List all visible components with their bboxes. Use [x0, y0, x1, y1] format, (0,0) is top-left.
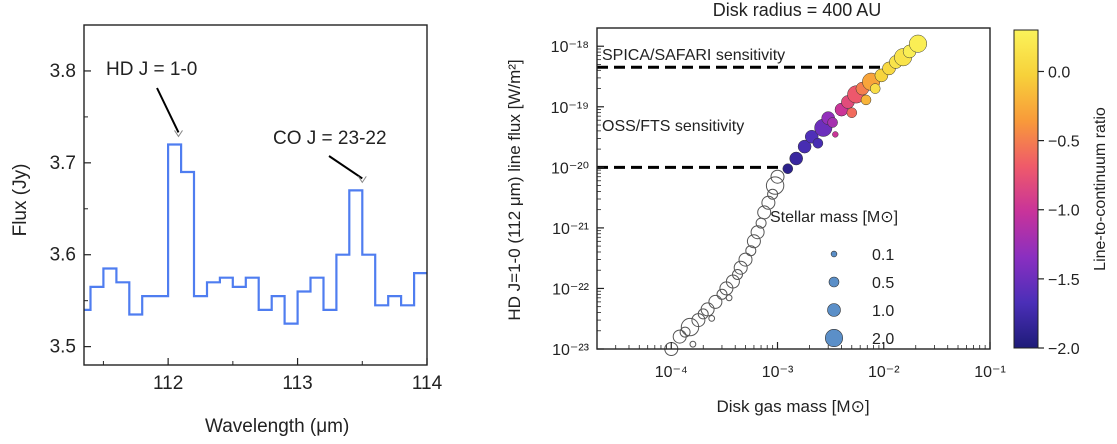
scatter-point	[746, 234, 761, 249]
sensitivity-thresholds: SPICA/SAFARI sensitivity OSS/FTS sensitiv…	[597, 47, 896, 169]
scatter-point	[716, 288, 728, 300]
scatter-point	[680, 317, 700, 337]
scatter-y-tick-label: 10⁻²³	[552, 342, 590, 359]
spectrum-panel: HD J = 1-0 CO J = 23-22 112 113 114 3.5 3.6 3.…	[10, 24, 443, 437]
spectrum-y-axis-label: Flux (Jy)	[10, 164, 31, 237]
scatter-point	[860, 94, 872, 106]
scatter-point	[732, 269, 743, 280]
annotation-arrowhead	[357, 176, 367, 184]
colorbar-tick-label: −0.5	[1048, 134, 1080, 151]
colorbar-tick-label: 0.0	[1048, 64, 1070, 81]
size-legend-marker	[827, 303, 841, 317]
scatter-title: Disk radius = 400 AU	[713, 0, 882, 20]
size-legend-marker	[824, 328, 843, 347]
scatter-x-tick-label: 10⁻¹	[974, 364, 1006, 381]
scatter-y-tick-label: 10⁻¹⁹	[551, 100, 589, 117]
scatter-frame	[596, 27, 991, 350]
colorbar-ticks: 0.0 −0.5 −1.0 −1.5 −2.0	[1038, 64, 1080, 358]
spectrum-y-tick-label: 3.7	[50, 153, 76, 174]
scatter-point	[679, 326, 691, 338]
colorbar-label: Line-to-continuum ratio	[1092, 107, 1109, 271]
line-annotations: HD J = 1-0 CO J = 23-22	[106, 59, 387, 184]
spectrum-frame	[83, 24, 428, 366]
scatter-point	[812, 137, 824, 149]
scatter-point	[738, 252, 753, 267]
annotation-arrow	[156, 87, 180, 133]
size-legend-marker	[830, 250, 838, 258]
scatter-point	[708, 315, 716, 322]
annotation-arrowhead	[174, 130, 183, 138]
spectrum-y-tick-label: 3.5	[50, 337, 76, 358]
spectrum-x-tick-label: 112	[153, 373, 183, 394]
scatter-x-tick-label: 10⁻⁴	[655, 364, 688, 381]
colorbar-tick-label: −1.5	[1048, 272, 1080, 289]
colorbar-tick-label: −1.0	[1048, 203, 1080, 220]
scatter-point	[869, 83, 881, 94]
spectrum-x-tick-label: 113	[282, 373, 312, 394]
scatter-point	[757, 205, 772, 220]
scatter-point	[733, 260, 748, 275]
scatter-ticks: 10⁻⁴ 10⁻³ 10⁻² 10⁻¹ 10⁻¹⁸ 10⁻¹⁹ 10⁻²⁰ 10⁻²¹ 10⁻²…	[551, 39, 1006, 381]
scatter-y-tick-label: 10⁻²²	[552, 281, 590, 298]
scatter-point	[697, 308, 709, 320]
scatter-point	[700, 302, 715, 317]
scatter-point	[846, 107, 858, 118]
scatter-x-axis-label: Disk gas mass [M⊙]	[716, 397, 869, 416]
spectrum-x-axis-label: Wavelength (μm)	[205, 416, 349, 437]
annotation-arrow	[328, 155, 363, 180]
scatter-point	[708, 294, 723, 309]
colorbar-gradient	[1013, 29, 1039, 349]
sensitivity-label: SPICA/SAFARI sensitivity	[602, 47, 785, 64]
scatter-point	[782, 163, 794, 174]
scatter-point	[689, 340, 697, 348]
scatter-points	[664, 34, 927, 356]
scatter-y-tick-label: 10⁻¹⁸	[551, 39, 589, 56]
spectrum-y-tick-label: 3.8	[50, 61, 76, 82]
colorbar-tick-label: −2.0	[1048, 341, 1080, 358]
scatter-y-tick-label: 10⁻²¹	[552, 221, 589, 238]
scatter-point	[832, 131, 839, 138]
size-legend-title: Stellar mass [M⊙]	[770, 209, 898, 226]
spectrum-y-tick-label: 3.6	[50, 245, 76, 266]
size-legend-label: 0.1	[872, 247, 894, 264]
size-legend-label: 0.5	[872, 275, 894, 292]
scatter-panel: Disk radius = 400 AU SPICA/SAFARI sensit…	[505, 0, 1006, 416]
sensitivity-label: OSS/FTS sensitivity	[602, 118, 744, 135]
scatter-y-axis-label: HD J=1-0 (112 μm) line flux [W/m²]	[505, 59, 524, 320]
scatter-point	[827, 117, 838, 128]
annotation-label: CO J = 23-22	[273, 128, 387, 149]
scatter-point	[789, 151, 803, 166]
scatter-point	[770, 169, 785, 184]
scatter-point	[725, 294, 733, 302]
scatter-x-tick-label: 10⁻³	[762, 364, 794, 381]
spectrum-x-tick-label: 114	[412, 373, 443, 394]
scatter-y-tick-label: 10⁻²⁰	[551, 160, 589, 177]
scatter-point	[765, 176, 785, 195]
scatter-point	[745, 245, 757, 257]
size-legend-marker	[828, 276, 840, 288]
scatter-point	[750, 225, 765, 240]
colorbar: 0.0 −0.5 −1.0 −1.5 −2.0 Line-to-continuum ra…	[1013, 29, 1109, 358]
scatter-point	[909, 34, 927, 53]
spectrum-ticks: 112 113 114 3.5 3.6 3.7 3.8	[50, 61, 443, 394]
stellar-mass-legend: Stellar mass [M⊙] 0.1 0.5 1.0 2.0	[770, 209, 898, 348]
size-legend-label: 2.0	[872, 331, 894, 348]
scatter-x-tick-label: 10⁻²	[868, 364, 900, 381]
size-legend-label: 1.0	[872, 303, 894, 320]
spectrum-line	[84, 143, 427, 325]
annotation-label: HD J = 1-0	[106, 59, 197, 80]
scatter-point	[797, 139, 812, 154]
